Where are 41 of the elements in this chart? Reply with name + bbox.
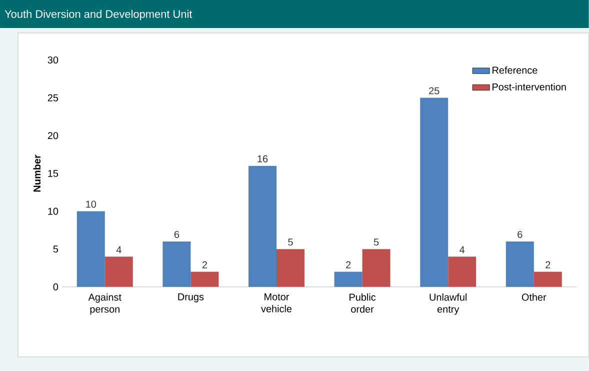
bar xyxy=(420,98,448,287)
bar xyxy=(190,272,219,287)
data-label: 2 xyxy=(202,261,207,268)
data-label: 4 xyxy=(116,246,122,254)
data-label: 6 xyxy=(518,231,522,238)
x-tick-label: Unlawful entry xyxy=(430,293,467,315)
data-label: 25 xyxy=(429,87,440,94)
bar xyxy=(276,249,304,287)
y-tick-label: 0 xyxy=(53,283,58,290)
bar xyxy=(448,256,476,287)
data-label: 10 xyxy=(86,200,96,208)
x-tick-label: Public order xyxy=(350,293,376,313)
y-tick-label: 10 xyxy=(48,208,58,215)
x-tick-label: Against person xyxy=(88,293,122,315)
x-tick-label: Drugs xyxy=(178,293,204,302)
y-tick-label: 25 xyxy=(48,94,58,102)
data-label: 2 xyxy=(346,261,351,268)
data-label: 4 xyxy=(460,246,465,254)
bar xyxy=(248,166,276,287)
legend-label: Reference xyxy=(492,66,538,74)
data-label: 2 xyxy=(546,261,550,268)
y-tick-label: 30 xyxy=(48,56,58,64)
data-label: 5 xyxy=(288,238,293,246)
x-tick-label: Other xyxy=(522,293,546,301)
bar xyxy=(506,242,534,287)
data-label: 5 xyxy=(374,238,379,246)
bar xyxy=(104,256,133,287)
y-tick-label: 5 xyxy=(53,246,58,253)
bar xyxy=(162,242,191,287)
data-label: 16 xyxy=(258,155,268,162)
bar xyxy=(534,272,562,287)
bar xyxy=(362,249,390,287)
bar xyxy=(76,211,105,287)
x-tick-label: Motor vehicle xyxy=(261,293,292,312)
data-label: 6 xyxy=(174,231,180,238)
y-axis-title: Number xyxy=(33,154,41,192)
y-tick-label: 20 xyxy=(48,132,58,140)
legend-label: Post-intervention xyxy=(492,83,566,90)
chart-title: Youth Diversion and Development Unit xyxy=(4,10,192,20)
bar xyxy=(334,272,362,287)
y-tick-label: 15 xyxy=(48,170,58,177)
